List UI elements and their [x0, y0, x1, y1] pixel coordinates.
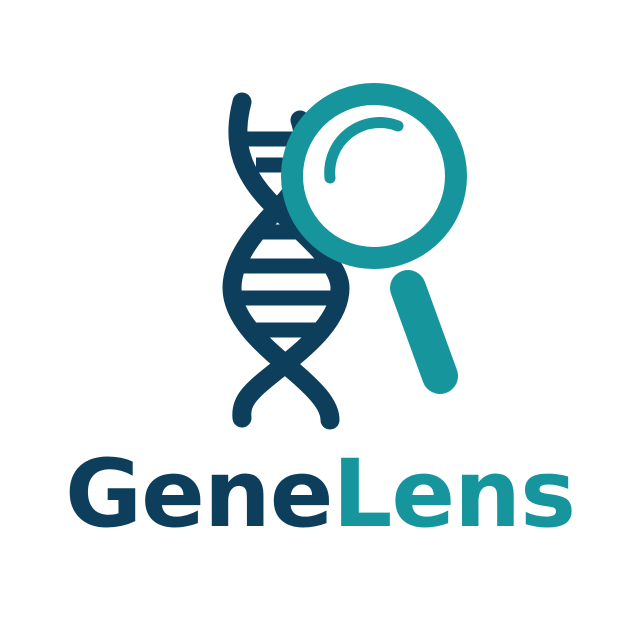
magnifier-handle [390, 270, 458, 394]
brand-name-gene: Gene [64, 440, 334, 549]
dna-strand-1 [228, 92, 350, 428]
brand-name-lens: Lens [332, 440, 577, 549]
magnifying-glass-icon [281, 83, 467, 394]
brand-wordmark: GeneLens [0, 448, 640, 542]
magnifier-glint [324, 117, 404, 184]
magnifier-lens [281, 83, 467, 269]
